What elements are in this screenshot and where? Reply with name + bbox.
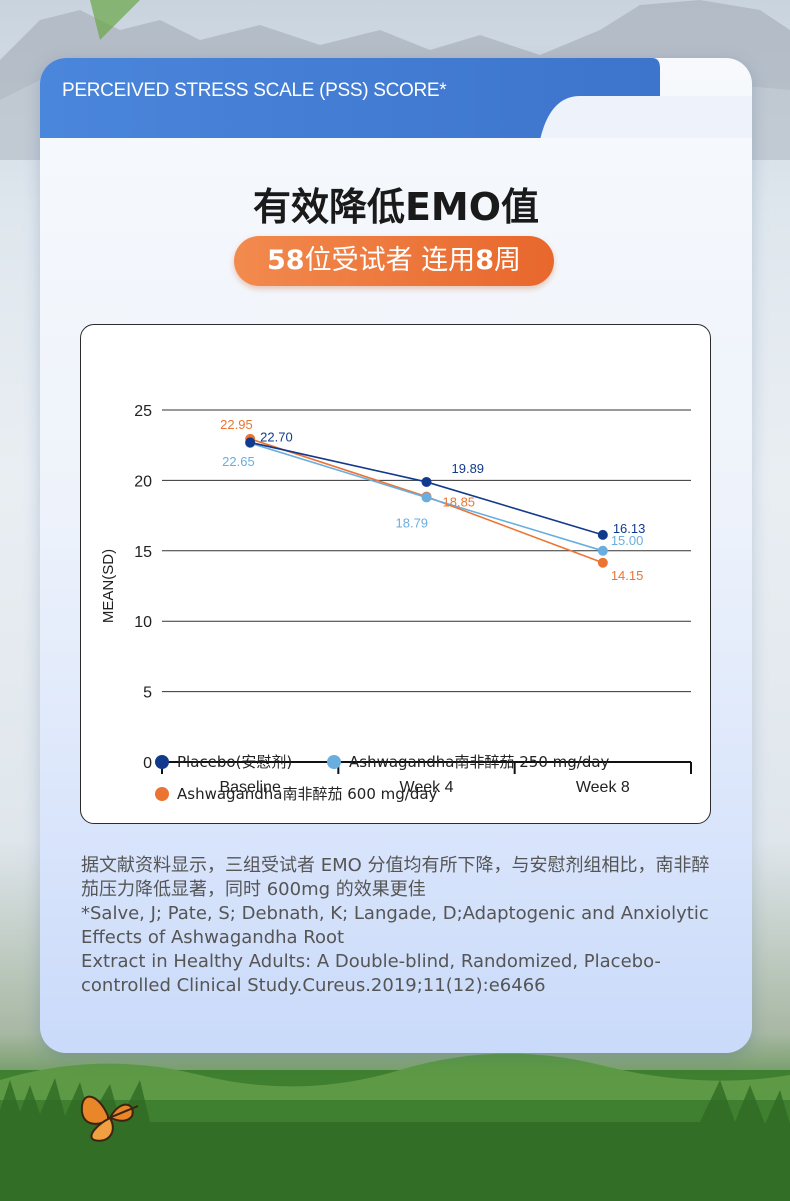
legend-label: Placebo(安慰剂): [177, 753, 293, 771]
header-tab: [40, 58, 752, 138]
y-tick-label: 20: [134, 473, 152, 490]
badge-number-weeks: 8: [475, 245, 494, 276]
data-label: 14.15: [611, 568, 644, 583]
data-point: [245, 437, 256, 448]
tab-title: PERCEIVED STRESS SCALE (PSS) SCORE*: [62, 80, 447, 101]
y-axis-label: MEAN(SD): [100, 549, 117, 623]
data-point: [597, 557, 608, 568]
data-label: 18.85: [443, 495, 476, 510]
x-tick-label: Week 4: [400, 779, 454, 796]
page-headline: 有效降低EMO值: [252, 185, 540, 229]
data-point: [421, 492, 432, 503]
legend-item: Ashwagandha南非醉茄 600 mg/day: [155, 783, 437, 804]
data-point: [421, 476, 432, 487]
y-tick-label: 15: [134, 544, 152, 561]
data-label: 16.13: [613, 521, 646, 536]
grass-background: [0, 1053, 790, 1201]
main-card: PERCEIVED STRESS SCALE (PSS) SCORE* 有效降低…: [40, 58, 752, 1053]
y-tick-label: 25: [134, 403, 152, 420]
legend-label: Ashwagandha南非醉茄 250 mg/day: [349, 753, 610, 771]
data-point: [597, 545, 608, 556]
legend-label: Ashwagandha南非醉茄 600 mg/day: [177, 785, 438, 803]
legend-item: Placebo(安慰剂): [155, 751, 292, 772]
legend-swatch: [327, 755, 341, 769]
badge-text-subjects: 位受试者 连用: [304, 245, 476, 276]
subject-badge: 58位受试者 连用8周: [234, 236, 554, 286]
x-tick-label: Week 8: [576, 779, 630, 796]
badge-text-weeks: 周: [493, 245, 521, 276]
data-point: [597, 529, 608, 540]
y-tick-label: 0: [143, 755, 152, 772]
citation-line-2: Extract in Healthy Adults: A Double-blin…: [81, 951, 661, 996]
legend-swatch: [155, 787, 169, 801]
data-label: 22.70: [260, 429, 293, 444]
legend-item: Ashwagandha南非醉茄 250 mg/day: [327, 751, 609, 772]
data-label: 22.65: [222, 454, 255, 469]
butterfly-icon: [80, 1095, 139, 1142]
line-chart: 0 5 10 15 20 25 Baseline Week 4 Week 8 MEAN(SD) 22…: [100, 403, 692, 796]
x-tick-label: Baseline: [219, 779, 280, 796]
data-label: 22.95: [220, 417, 253, 432]
chart-container: 0 5 10 15 20 25 Baseline Week 4 Week 8 MEAN(SD) 22…: [80, 324, 711, 824]
legend-swatch: [155, 755, 169, 769]
citation-line-1: *Salve, J; Pate, S; Debnath, K; Langade,…: [81, 903, 709, 948]
data-label: 19.89: [452, 461, 485, 476]
badge-number-subjects: 58: [267, 245, 305, 276]
description-summary: 据文献资料显示，三组受试者 EMO 分值均有所下降，与安慰剂组相比，南非醉茄压力…: [81, 855, 710, 900]
description-block: 据文献资料显示，三组受试者 EMO 分值均有所下降，与安慰剂组相比，南非醉茄压力…: [81, 854, 711, 998]
y-tick-label: 10: [134, 614, 152, 631]
data-label: 18.79: [396, 515, 429, 530]
y-tick-label: 5: [143, 685, 152, 702]
data-label: 15.00: [611, 533, 644, 548]
